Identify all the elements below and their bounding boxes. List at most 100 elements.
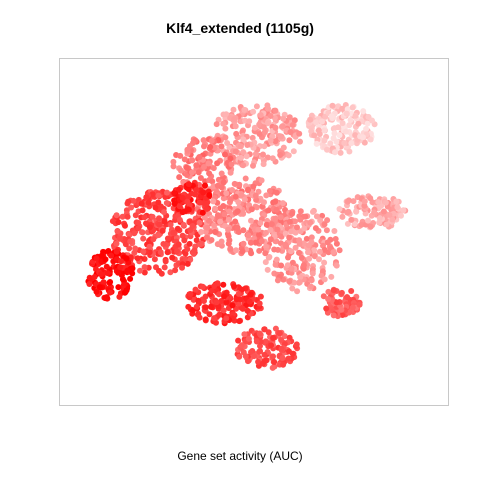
scatter-point-793 bbox=[174, 225, 181, 232]
scatter-point-1170 bbox=[272, 198, 279, 205]
scatter-point-1176 bbox=[212, 228, 218, 235]
scatter-point-1660 bbox=[256, 330, 263, 337]
scatter-point-1237 bbox=[303, 235, 310, 242]
scatter-point-454 bbox=[214, 160, 221, 167]
scatter-point-1342 bbox=[306, 255, 313, 262]
scatter-point-858 bbox=[118, 258, 124, 265]
scatter-point-1772 bbox=[380, 208, 387, 215]
scatter-point-171 bbox=[257, 112, 264, 118]
scatter-point-1756 bbox=[351, 221, 358, 227]
scatter-point-492 bbox=[195, 169, 202, 176]
scatter-point-146 bbox=[291, 117, 298, 124]
scatter-point-1216 bbox=[264, 266, 271, 273]
scatter-point-1070 bbox=[256, 247, 263, 254]
scatter-point-1117 bbox=[232, 193, 239, 200]
scatter-point-1535 bbox=[187, 291, 194, 297]
scatter-point-799 bbox=[145, 199, 152, 206]
scatter-point-738 bbox=[167, 269, 174, 276]
scatter-point-995 bbox=[242, 175, 249, 182]
scatter-point-1416 bbox=[257, 293, 264, 300]
scatter-point-178 bbox=[223, 111, 230, 118]
scatter-point-351 bbox=[331, 130, 338, 137]
scatter-point-1185 bbox=[234, 224, 241, 231]
scatter-point-739 bbox=[141, 214, 148, 221]
scatter-point-366 bbox=[349, 104, 356, 111]
scatter-point-1323 bbox=[294, 224, 300, 231]
scatter-point-1928 bbox=[200, 189, 207, 196]
scatter-point-1195 bbox=[225, 240, 232, 247]
scatter-point-899 bbox=[106, 279, 113, 286]
scatter-point-188 bbox=[246, 118, 253, 125]
scatter-plot bbox=[85, 102, 409, 371]
scatter-point-1203 bbox=[294, 288, 301, 295]
scatter-point-1172 bbox=[252, 192, 259, 199]
scatter-point-751 bbox=[155, 192, 162, 199]
scatter-point-749 bbox=[116, 235, 123, 242]
scatter-point-1390 bbox=[300, 262, 307, 269]
scatter-point-315 bbox=[321, 137, 328, 144]
scatter-point-76 bbox=[230, 106, 237, 113]
scatter-point-1757 bbox=[345, 197, 352, 204]
scatter-point-1842 bbox=[349, 304, 356, 311]
scatter-point-579 bbox=[126, 231, 133, 238]
scatter-point-1761 bbox=[361, 202, 368, 209]
scatter-point-773 bbox=[161, 209, 167, 216]
scatter-point-25 bbox=[222, 125, 229, 132]
scatter-point-1547 bbox=[256, 300, 263, 307]
scatter-point-1471 bbox=[216, 311, 223, 318]
scatter-point-1394 bbox=[309, 270, 316, 277]
scatter-point-1197 bbox=[258, 177, 265, 184]
scatter-point-1531 bbox=[185, 303, 192, 310]
scatter-point-307 bbox=[327, 140, 334, 147]
scatter-point-1169 bbox=[225, 226, 232, 233]
scatter-point-597 bbox=[141, 264, 148, 271]
scatter-point-1516 bbox=[229, 302, 236, 309]
scatter-point-1165 bbox=[236, 181, 243, 188]
scatter-point-689 bbox=[139, 207, 146, 214]
scatter-point-1548 bbox=[247, 291, 254, 298]
scatter-point-1194 bbox=[241, 196, 248, 203]
scatter-point-504 bbox=[140, 235, 147, 242]
scatter-point-668 bbox=[167, 221, 174, 228]
scatter-point-1184 bbox=[250, 183, 257, 190]
scatter-point-1682 bbox=[344, 220, 351, 227]
scatter-point-195 bbox=[296, 130, 303, 137]
scatter-point-348 bbox=[313, 140, 320, 147]
scatter-point-1198 bbox=[240, 240, 247, 247]
scatter-point-1286 bbox=[292, 218, 298, 225]
scatter-point-764 bbox=[156, 215, 162, 222]
scatter-point-1444 bbox=[202, 293, 209, 300]
scatter-point-461 bbox=[201, 143, 207, 150]
scatter-point-1340 bbox=[278, 262, 285, 269]
scatter-point-216 bbox=[289, 122, 296, 128]
scatter-point-1718 bbox=[350, 198, 357, 205]
scatter-point-1797 bbox=[348, 288, 355, 294]
scatter-point-154 bbox=[260, 151, 266, 158]
scatter-point-1626 bbox=[286, 334, 293, 341]
scatter-point-1155 bbox=[217, 218, 224, 225]
scatter-point-1378 bbox=[307, 219, 314, 226]
scatter-point-914 bbox=[115, 269, 122, 276]
scatter-point-1191 bbox=[212, 205, 218, 212]
scatter-point-740 bbox=[172, 267, 179, 274]
scatter-point-1539 bbox=[211, 283, 218, 289]
scatter-point-769 bbox=[131, 230, 138, 237]
scatter-point-369 bbox=[319, 118, 325, 125]
scatter-point-1759 bbox=[367, 223, 374, 230]
scatter-point-1502 bbox=[196, 314, 203, 321]
scatter-point-1650 bbox=[276, 330, 283, 337]
scatter-point-1906 bbox=[202, 182, 208, 189]
scatter-point-1285 bbox=[262, 250, 269, 257]
scatter-point-168 bbox=[267, 137, 274, 144]
scatter-point-1638 bbox=[257, 343, 263, 349]
scatter-point-1775 bbox=[382, 199, 389, 206]
scatter-point-186 bbox=[261, 143, 268, 150]
scatter-point-637 bbox=[169, 254, 176, 261]
scatter-point-465 bbox=[183, 164, 190, 171]
scatter-point-1110 bbox=[265, 207, 272, 214]
scatter-point-755 bbox=[175, 241, 182, 248]
scatter-point-1623 bbox=[236, 353, 243, 360]
scatter-point-450 bbox=[176, 174, 183, 181]
scatter-point-1181 bbox=[238, 192, 245, 199]
scatter-point-1202 bbox=[292, 244, 299, 251]
